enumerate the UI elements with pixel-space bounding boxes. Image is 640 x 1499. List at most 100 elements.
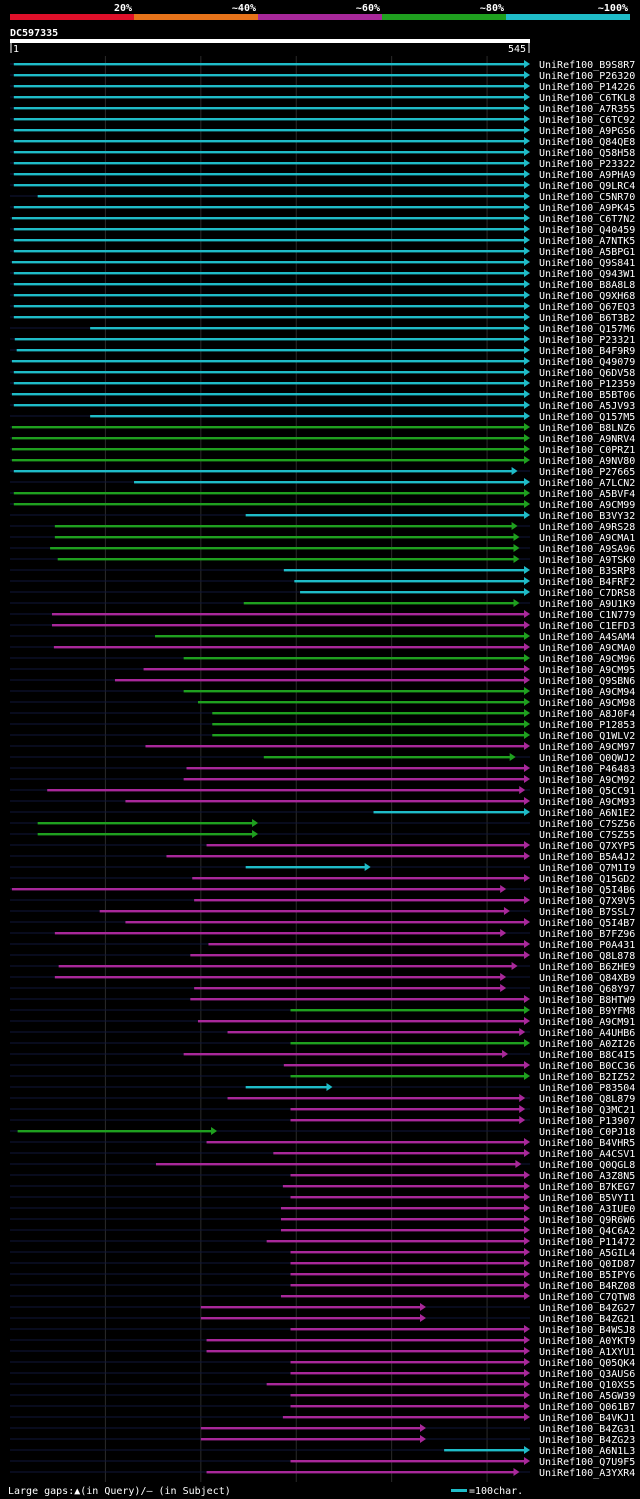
- hit-label[interactable]: UniRef100_Q943W1: [539, 269, 635, 280]
- hit-label[interactable]: UniRef100_A9NRV4: [539, 434, 635, 445]
- hit-label[interactable]: UniRef100_Q0QWJ2: [539, 753, 635, 764]
- hit-row[interactable]: UniRef100_Q0QWJ2: [10, 753, 635, 764]
- hit-row[interactable]: UniRef100_Q9S841: [10, 258, 635, 269]
- hit-row[interactable]: UniRef100_Q9LRC4: [10, 181, 635, 192]
- hit-row[interactable]: UniRef100_A9CMA0: [10, 643, 635, 654]
- hit-label[interactable]: UniRef100_Q061B7: [539, 1402, 635, 1413]
- hit-label[interactable]: UniRef100_Q84QE8: [539, 137, 635, 148]
- hit-label[interactable]: UniRef100_P11472: [539, 1237, 635, 1248]
- hit-row[interactable]: UniRef100_P23322: [10, 159, 635, 170]
- hit-row[interactable]: UniRef100_A9CM95: [10, 665, 635, 676]
- hit-row[interactable]: UniRef100_Q6DV58: [10, 368, 635, 379]
- hit-row[interactable]: UniRef100_A9CM96: [10, 654, 635, 665]
- hit-label[interactable]: UniRef100_C0PJ18: [539, 1127, 635, 1138]
- hit-row[interactable]: UniRef100_A7LCN2: [10, 478, 635, 489]
- hit-label[interactable]: UniRef100_B4WSJ8: [539, 1325, 635, 1336]
- hit-row[interactable]: UniRef100_Q0QGL8: [10, 1160, 635, 1171]
- hit-label[interactable]: UniRef100_B4VHR5: [539, 1138, 635, 1149]
- hit-label[interactable]: UniRef100_A4SAM4: [539, 632, 635, 643]
- hit-row[interactable]: UniRef100_Q15GD2: [10, 874, 635, 885]
- hit-row[interactable]: UniRef100_A3YXR4: [10, 1468, 635, 1479]
- hit-label[interactable]: UniRef100_Q9SBN6: [539, 676, 635, 687]
- hit-label[interactable]: UniRef100_B4RZ08: [539, 1281, 635, 1292]
- hit-row[interactable]: UniRef100_C7SZ55: [10, 830, 635, 841]
- hit-row[interactable]: UniRef100_C7SZ56: [10, 819, 635, 830]
- hit-label[interactable]: UniRef100_A9U1K9: [539, 599, 635, 610]
- hit-label[interactable]: UniRef100_C6TKL8: [539, 93, 635, 104]
- hit-label[interactable]: UniRef100_A8J0F4: [539, 709, 635, 720]
- hit-row[interactable]: UniRef100_Q8L879: [10, 1094, 635, 1105]
- hit-label[interactable]: UniRef100_Q5CC91: [539, 786, 635, 797]
- hit-label[interactable]: UniRef100_A6N1L3: [539, 1446, 635, 1457]
- hit-label[interactable]: UniRef100_Q1WLV2: [539, 731, 635, 742]
- hit-label[interactable]: UniRef100_Q9LRC4: [539, 181, 635, 192]
- hit-row[interactable]: UniRef100_A0YKT9: [10, 1336, 635, 1347]
- hit-label[interactable]: UniRef100_P14226: [539, 82, 635, 93]
- hit-label[interactable]: UniRef100_A9CM92: [539, 775, 635, 786]
- hit-label[interactable]: UniRef100_Q3AUS6: [539, 1369, 635, 1380]
- hit-row[interactable]: UniRef100_Q061B7: [10, 1402, 635, 1413]
- hit-label[interactable]: UniRef100_B0CC36: [539, 1061, 635, 1072]
- hit-row[interactable]: UniRef100_B6ZHE9: [10, 962, 635, 973]
- hit-label[interactable]: UniRef100_A5JV93: [539, 401, 635, 412]
- hit-label[interactable]: UniRef100_Q5I4B6: [539, 885, 635, 896]
- hit-row[interactable]: UniRef100_A9CM99: [10, 500, 635, 511]
- hit-row[interactable]: UniRef100_P14226: [10, 82, 635, 93]
- hit-row[interactable]: UniRef100_C7DRS8: [10, 588, 635, 599]
- hit-row[interactable]: UniRef100_C0PRZ1: [10, 445, 635, 456]
- hit-label[interactable]: UniRef100_B4FRF2: [539, 577, 635, 588]
- hit-row[interactable]: UniRef100_A9SA96: [10, 544, 635, 555]
- hit-row[interactable]: UniRef100_B5IPY6: [10, 1270, 635, 1281]
- hit-label[interactable]: UniRef100_C7SZ55: [539, 830, 635, 841]
- hit-row[interactable]: UniRef100_Q58H58: [10, 148, 635, 159]
- hit-label[interactable]: UniRef100_Q9S841: [539, 258, 635, 269]
- hit-row[interactable]: UniRef100_P83504: [10, 1083, 635, 1094]
- hit-label[interactable]: UniRef100_Q58H58: [539, 148, 635, 159]
- hit-label[interactable]: UniRef100_B2IZ52: [539, 1072, 635, 1083]
- hit-row[interactable]: UniRef100_C7QTW8: [10, 1292, 635, 1303]
- hit-row[interactable]: UniRef100_Q9SBN6: [10, 676, 635, 687]
- hit-row[interactable]: UniRef100_Q8L878: [10, 951, 635, 962]
- hit-row[interactable]: UniRef100_C1N779: [10, 610, 635, 621]
- hit-label[interactable]: UniRef100_A6N1E2: [539, 808, 635, 819]
- hit-row[interactable]: UniRef100_A1XYU1: [10, 1347, 635, 1358]
- hit-row[interactable]: UniRef100_A4SAM4: [10, 632, 635, 643]
- hit-row[interactable]: UniRef100_B4RZ08: [10, 1281, 635, 1292]
- hit-label[interactable]: UniRef100_A9CM97: [539, 742, 635, 753]
- hit-row[interactable]: UniRef100_Q3AUS6: [10, 1369, 635, 1380]
- hit-row[interactable]: UniRef100_A4UHB6: [10, 1028, 635, 1039]
- hit-label[interactable]: UniRef100_A4UHB6: [539, 1028, 635, 1039]
- hit-label[interactable]: UniRef100_B4ZG23: [539, 1435, 635, 1446]
- hit-row[interactable]: UniRef100_Q7U9F5: [10, 1457, 635, 1468]
- hit-label[interactable]: UniRef100_P12853: [539, 720, 635, 731]
- hit-row[interactable]: UniRef100_B8HTW9: [10, 995, 635, 1006]
- hit-row[interactable]: UniRef100_A5GW39: [10, 1391, 635, 1402]
- hit-row[interactable]: UniRef100_A3IUE0: [10, 1204, 635, 1215]
- hit-row[interactable]: UniRef100_B3VY32: [10, 511, 635, 522]
- hit-label[interactable]: UniRef100_B3SRP8: [539, 566, 635, 577]
- hit-label[interactable]: UniRef100_A7LCN2: [539, 478, 635, 489]
- hit-row[interactable]: UniRef100_B4FRF2: [10, 577, 635, 588]
- hit-label[interactable]: UniRef100_A5BPG1: [539, 247, 635, 258]
- hit-label[interactable]: UniRef100_P83504: [539, 1083, 635, 1094]
- hit-label[interactable]: UniRef100_Q0ID87: [539, 1259, 635, 1270]
- hit-row[interactable]: UniRef100_Q5I4B7: [10, 918, 635, 929]
- hit-label[interactable]: UniRef100_B4ZG21: [539, 1314, 635, 1325]
- hit-row[interactable]: UniRef100_Q7M1I9: [10, 863, 635, 874]
- hit-row[interactable]: UniRef100_Q9XH68: [10, 291, 635, 302]
- hit-label[interactable]: UniRef100_C1EFD3: [539, 621, 635, 632]
- hit-row[interactable]: UniRef100_Q67EQ3: [10, 302, 635, 313]
- hit-label[interactable]: UniRef100_P23321: [539, 335, 635, 346]
- hit-label[interactable]: UniRef100_A9TSK0: [539, 555, 635, 566]
- hit-label[interactable]: UniRef100_Q05QK4: [539, 1358, 635, 1369]
- hit-row[interactable]: UniRef100_B4ZG31: [10, 1424, 635, 1435]
- hit-row[interactable]: UniRef100_P13907: [10, 1116, 635, 1127]
- hit-row[interactable]: UniRef100_B4ZG21: [10, 1314, 635, 1325]
- hit-row[interactable]: UniRef100_P12853: [10, 720, 635, 731]
- hit-row[interactable]: UniRef100_A9NV80: [10, 456, 635, 467]
- hit-label[interactable]: UniRef100_C5NR70: [539, 192, 635, 203]
- hit-label[interactable]: UniRef100_C0PRZ1: [539, 445, 635, 456]
- hit-row[interactable]: UniRef100_Q7XYP5: [10, 841, 635, 852]
- hit-row[interactable]: UniRef100_B8A8L8: [10, 280, 635, 291]
- hit-row[interactable]: UniRef100_A9U1K9: [10, 599, 635, 610]
